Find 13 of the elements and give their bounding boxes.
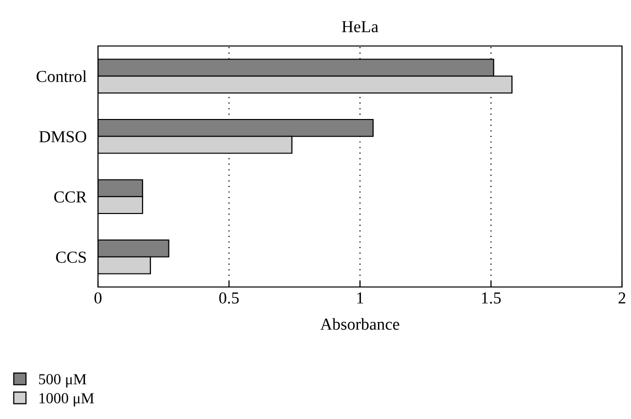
chart-title: HeLa — [342, 21, 378, 32]
x-tick-label: 1 — [357, 292, 364, 304]
x-tick-label: 2 — [618, 292, 626, 304]
legend-label: 500 μM — [39, 374, 86, 388]
x-axis-title: Absorbance — [320, 318, 400, 330]
y-tick-label: Control — [36, 70, 87, 82]
x-tick-label: 0 — [94, 292, 102, 304]
legend-label: 1000 μM — [40, 393, 94, 406]
y-tick-label: DMSO — [39, 131, 86, 142]
y-tick-label: CCS — [56, 252, 86, 263]
x-tick-label: 0.5 — [219, 292, 239, 304]
x-tick-label: 1.5 — [482, 292, 501, 304]
y-tick-label: CCR — [54, 191, 87, 203]
